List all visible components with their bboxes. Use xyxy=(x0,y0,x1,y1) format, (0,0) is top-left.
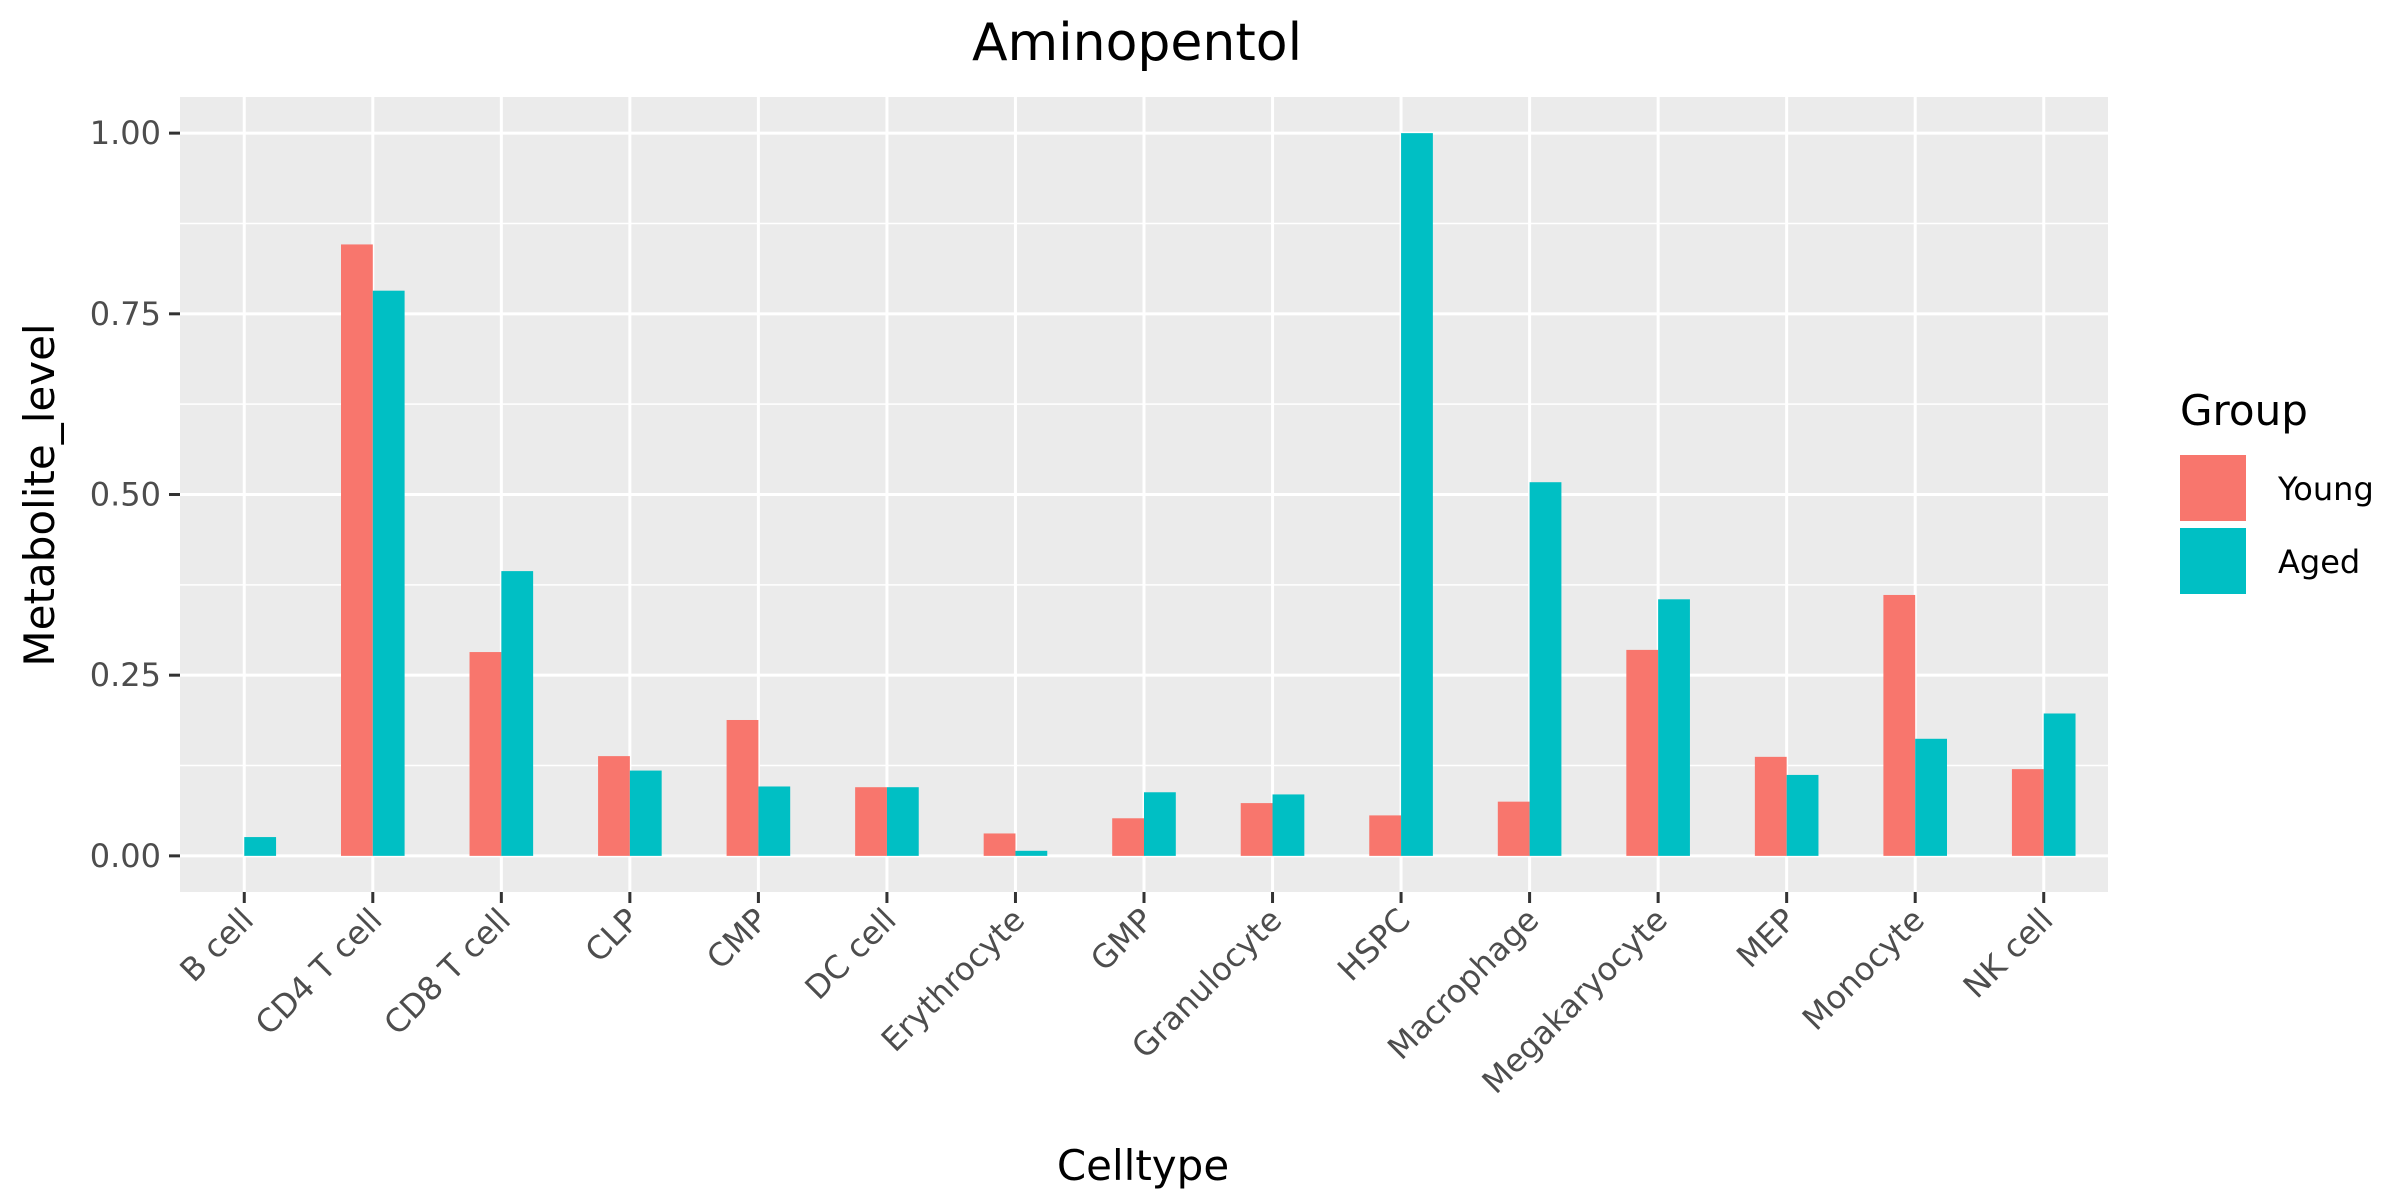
x-tick-label: B cell xyxy=(172,901,261,990)
legend-key-aged xyxy=(2180,528,2246,594)
x-tick-label: Monocyte xyxy=(1795,901,1932,1038)
x-tick-label: DC cell xyxy=(797,901,903,1007)
y-tick-label: 0.00 xyxy=(90,837,161,875)
x-tick-label: GMP xyxy=(1083,901,1161,979)
x-tick-label: NK cell xyxy=(1956,901,2061,1006)
x-axis-title: Celltype xyxy=(1057,1141,1229,1190)
bar-young-14 xyxy=(1883,594,1916,856)
bar-aged-3 xyxy=(501,571,534,856)
bar-young-5 xyxy=(726,719,759,856)
x-tick-label: HSPC xyxy=(1330,901,1418,989)
y-tick-label: 1.00 xyxy=(90,114,161,152)
bar-aged-7 xyxy=(1015,850,1048,856)
bar-young-4 xyxy=(598,756,630,856)
bar-young-10 xyxy=(1369,815,1402,856)
bar-young-7 xyxy=(983,833,1016,856)
bar-young-2 xyxy=(341,244,373,856)
bar-aged-11 xyxy=(1529,482,1562,856)
y-tick-label: 0.75 xyxy=(90,295,161,333)
bar-young-6 xyxy=(855,787,887,856)
chart-title: Aminopentol xyxy=(972,13,1302,73)
bar-aged-2 xyxy=(372,290,405,856)
bar-young-11 xyxy=(1497,801,1530,856)
bar-young-9 xyxy=(1240,803,1273,856)
bar-young-3 xyxy=(469,652,502,856)
bar-aged-10 xyxy=(1401,133,1433,856)
bar-young-8 xyxy=(1112,818,1144,856)
bar-young-15 xyxy=(2011,769,2044,856)
bar-aged-12 xyxy=(1658,599,1690,856)
bar-aged-8 xyxy=(1144,792,1176,856)
bars xyxy=(244,133,2076,856)
bar-aged-5 xyxy=(758,786,791,856)
bar-aged-14 xyxy=(1915,738,1947,856)
bar-aged-9 xyxy=(1272,794,1305,856)
legend-label-young: Young xyxy=(2277,470,2374,508)
y-tick-label: 0.25 xyxy=(90,656,161,694)
y-axis-title: Metabolite_level xyxy=(15,323,64,666)
legend-title: Group xyxy=(2180,386,2308,435)
x-tick-label: MEP xyxy=(1729,901,1803,975)
y-tick-label: 0.50 xyxy=(90,476,161,514)
bar-aged-15 xyxy=(2043,713,2076,856)
legend-label-aged: Aged xyxy=(2278,543,2360,581)
x-tick-label: CD4 T cell xyxy=(248,901,390,1043)
bar-young-13 xyxy=(1754,756,1787,856)
bar-young-12 xyxy=(1626,649,1659,856)
bar-aged-1 xyxy=(244,837,277,856)
x-tick-label: CD8 T cell xyxy=(376,901,518,1043)
x-tick-label: CMP xyxy=(699,901,775,977)
bar-aged-13 xyxy=(1786,774,1819,856)
y-axis: 0.00 0.25 0.50 0.75 1.00 xyxy=(90,114,180,875)
legend-key-young xyxy=(2180,455,2246,521)
legend: Group Young Aged xyxy=(2180,386,2374,594)
bar-aged-4 xyxy=(629,770,662,856)
bar-aged-6 xyxy=(886,787,919,856)
x-tick-label: CLP xyxy=(578,901,647,970)
